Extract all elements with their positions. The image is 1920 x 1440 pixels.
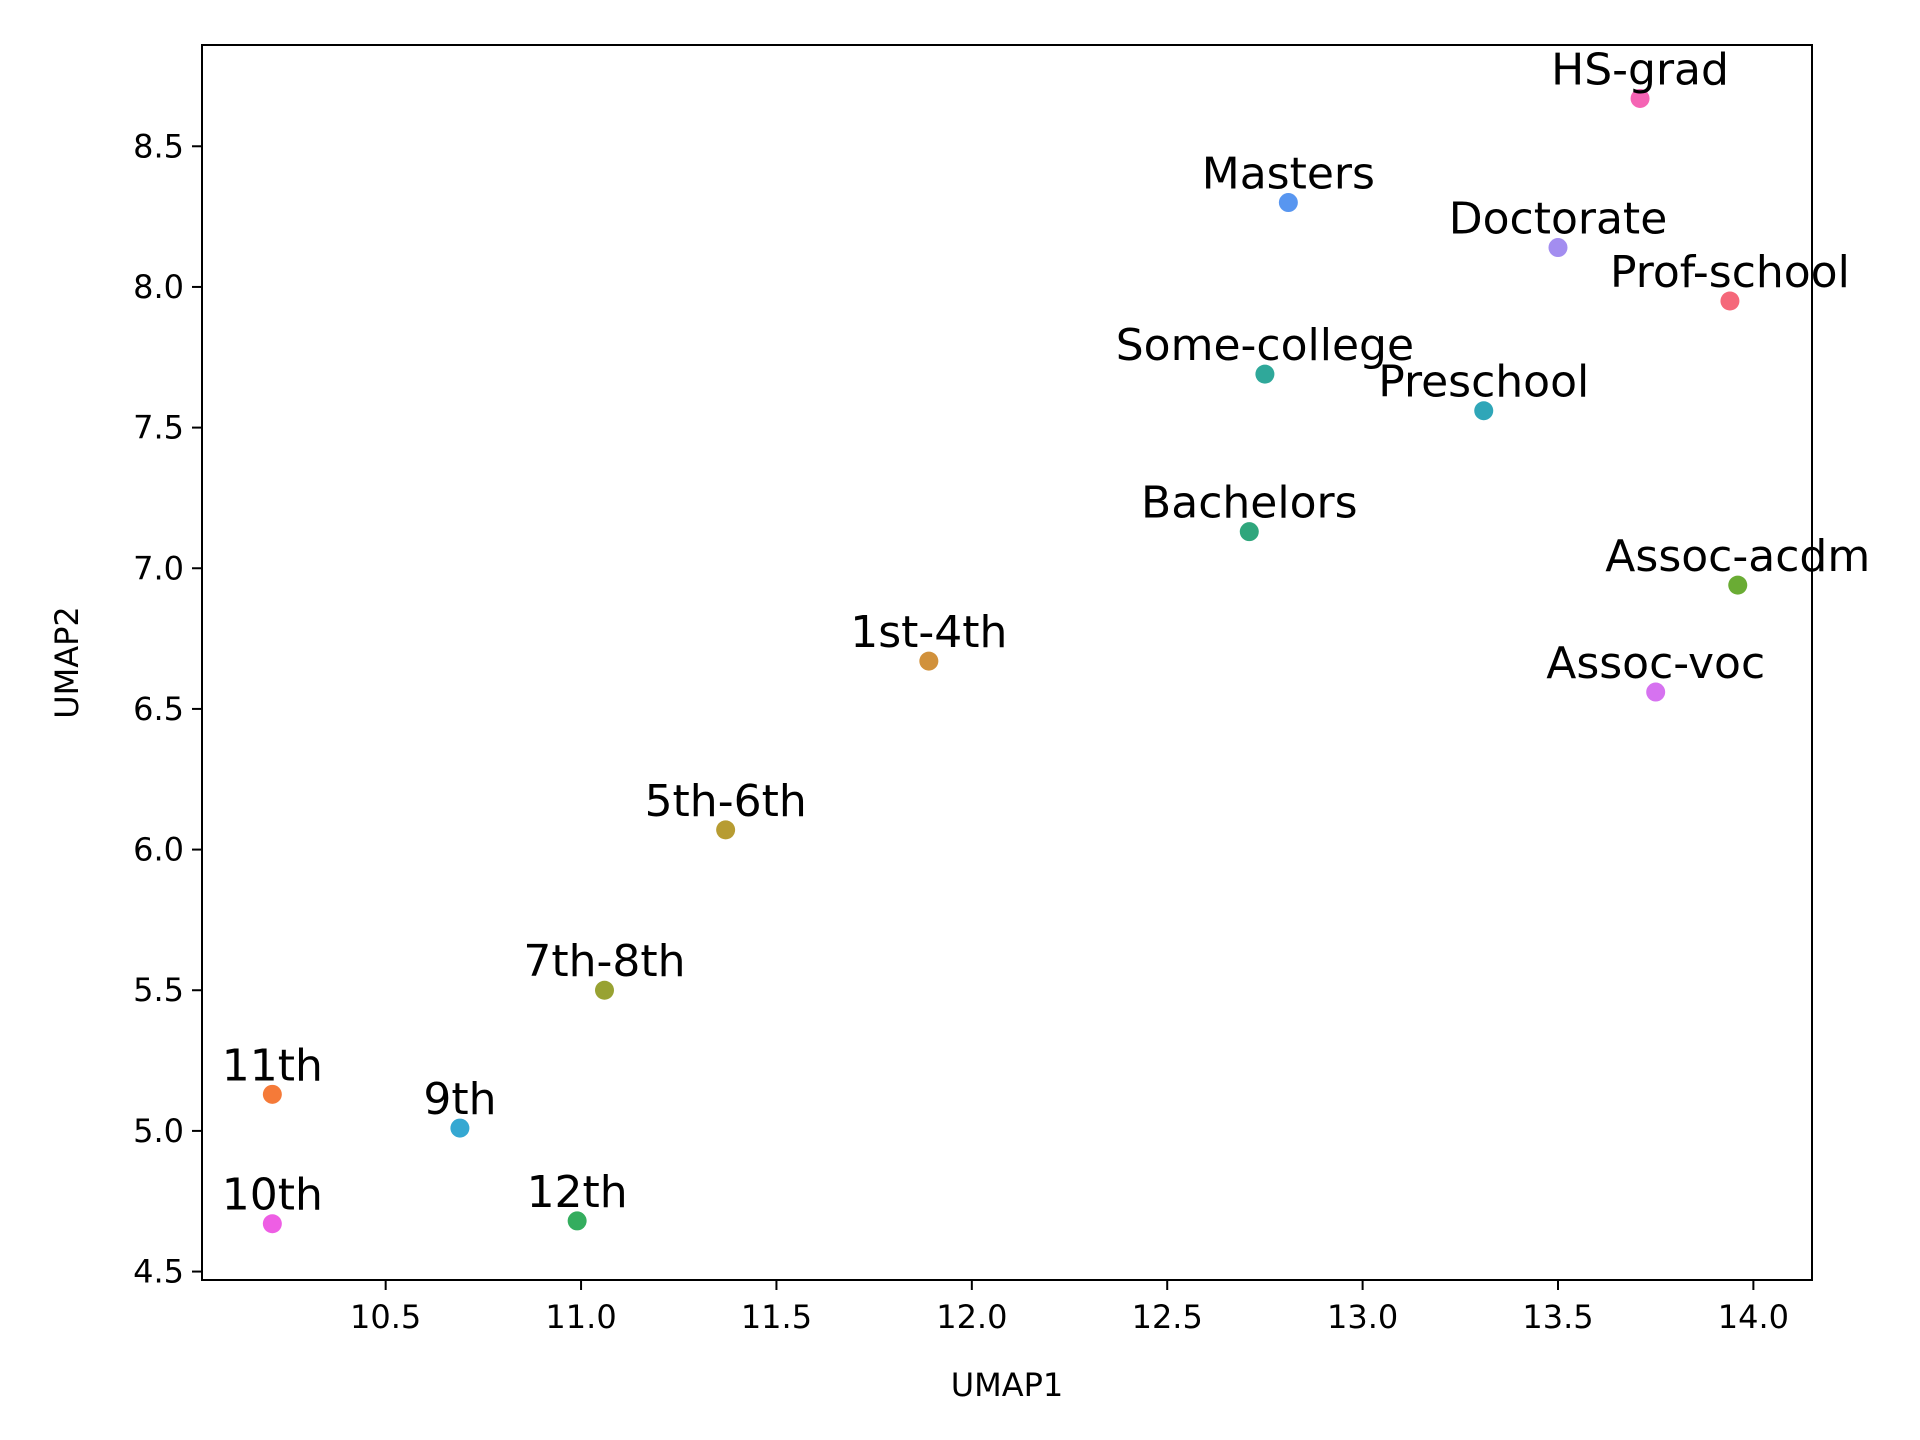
point-label: 11th xyxy=(222,1040,323,1091)
point-label: Some-college xyxy=(1116,320,1414,371)
ticks-layer: 10.5 11.0 11.5 12.0 12.5 13.0 13.5 14.0 4.5 5.0 5.… xyxy=(133,127,1789,1336)
points-layer xyxy=(262,88,1748,1234)
point-label: 5th-6th xyxy=(645,776,807,827)
scatter-point xyxy=(1728,575,1748,595)
scatter-point xyxy=(1474,401,1494,421)
x-tick-label: 12.5 xyxy=(1132,1298,1203,1336)
point-label: Masters xyxy=(1202,149,1375,200)
point-label: Bachelors xyxy=(1141,478,1357,529)
x-tick-label: 11.5 xyxy=(741,1298,812,1336)
scatter-point xyxy=(262,1214,282,1234)
y-tick-label: 6.5 xyxy=(133,690,184,728)
point-label: Preschool xyxy=(1378,357,1589,408)
x-tick-label: 10.5 xyxy=(350,1298,421,1336)
y-tick-label: 4.5 xyxy=(133,1253,184,1291)
scatter-point xyxy=(262,1084,282,1104)
scatter-point xyxy=(919,651,939,671)
point-label: 9th xyxy=(423,1074,496,1125)
y-axis-label: UMAP2 xyxy=(48,606,86,719)
x-axis-label: UMAP1 xyxy=(951,1366,1064,1404)
x-tick-label: 13.5 xyxy=(1522,1298,1593,1336)
point-label: Assoc-voc xyxy=(1546,638,1765,689)
scatter-point xyxy=(716,820,736,840)
point-label: 1st-4th xyxy=(850,607,1007,658)
x-tick-label: 13.0 xyxy=(1327,1298,1398,1336)
x-tick-label: 11.0 xyxy=(545,1298,616,1336)
scatter-point xyxy=(595,980,614,1000)
scatter-point xyxy=(567,1211,587,1231)
scatter-point xyxy=(1255,364,1275,384)
y-tick-label: 7.0 xyxy=(133,549,184,587)
y-tick-label: 7.5 xyxy=(133,409,184,447)
scatter-point xyxy=(1548,238,1568,258)
scatter-point xyxy=(1278,193,1298,213)
y-tick-label: 6.0 xyxy=(133,831,184,869)
point-label: HS-grad xyxy=(1551,44,1729,95)
y-tick-label: 5.5 xyxy=(133,971,184,1009)
point-label: 7th-8th xyxy=(523,936,685,987)
point-label: Prof-school xyxy=(1610,247,1850,298)
scatter-point xyxy=(1646,682,1666,702)
point-label: 10th xyxy=(222,1170,323,1221)
y-tick-label: 5.0 xyxy=(133,1112,184,1150)
plot-frame xyxy=(201,44,1813,1281)
scatter-point xyxy=(1239,522,1259,542)
scatter-point xyxy=(450,1118,470,1138)
point-label: Assoc-acdm xyxy=(1605,531,1870,582)
point-label: 12th xyxy=(527,1167,628,1218)
x-tick-label: 14.0 xyxy=(1718,1298,1789,1336)
scatter-point xyxy=(1630,88,1650,108)
point-label: Doctorate xyxy=(1449,194,1668,245)
x-tick-label: 12.0 xyxy=(936,1298,1007,1336)
scatter-point xyxy=(1720,291,1740,311)
y-tick-label: 8.5 xyxy=(133,127,184,165)
y-tick-label: 8.0 xyxy=(133,268,184,306)
